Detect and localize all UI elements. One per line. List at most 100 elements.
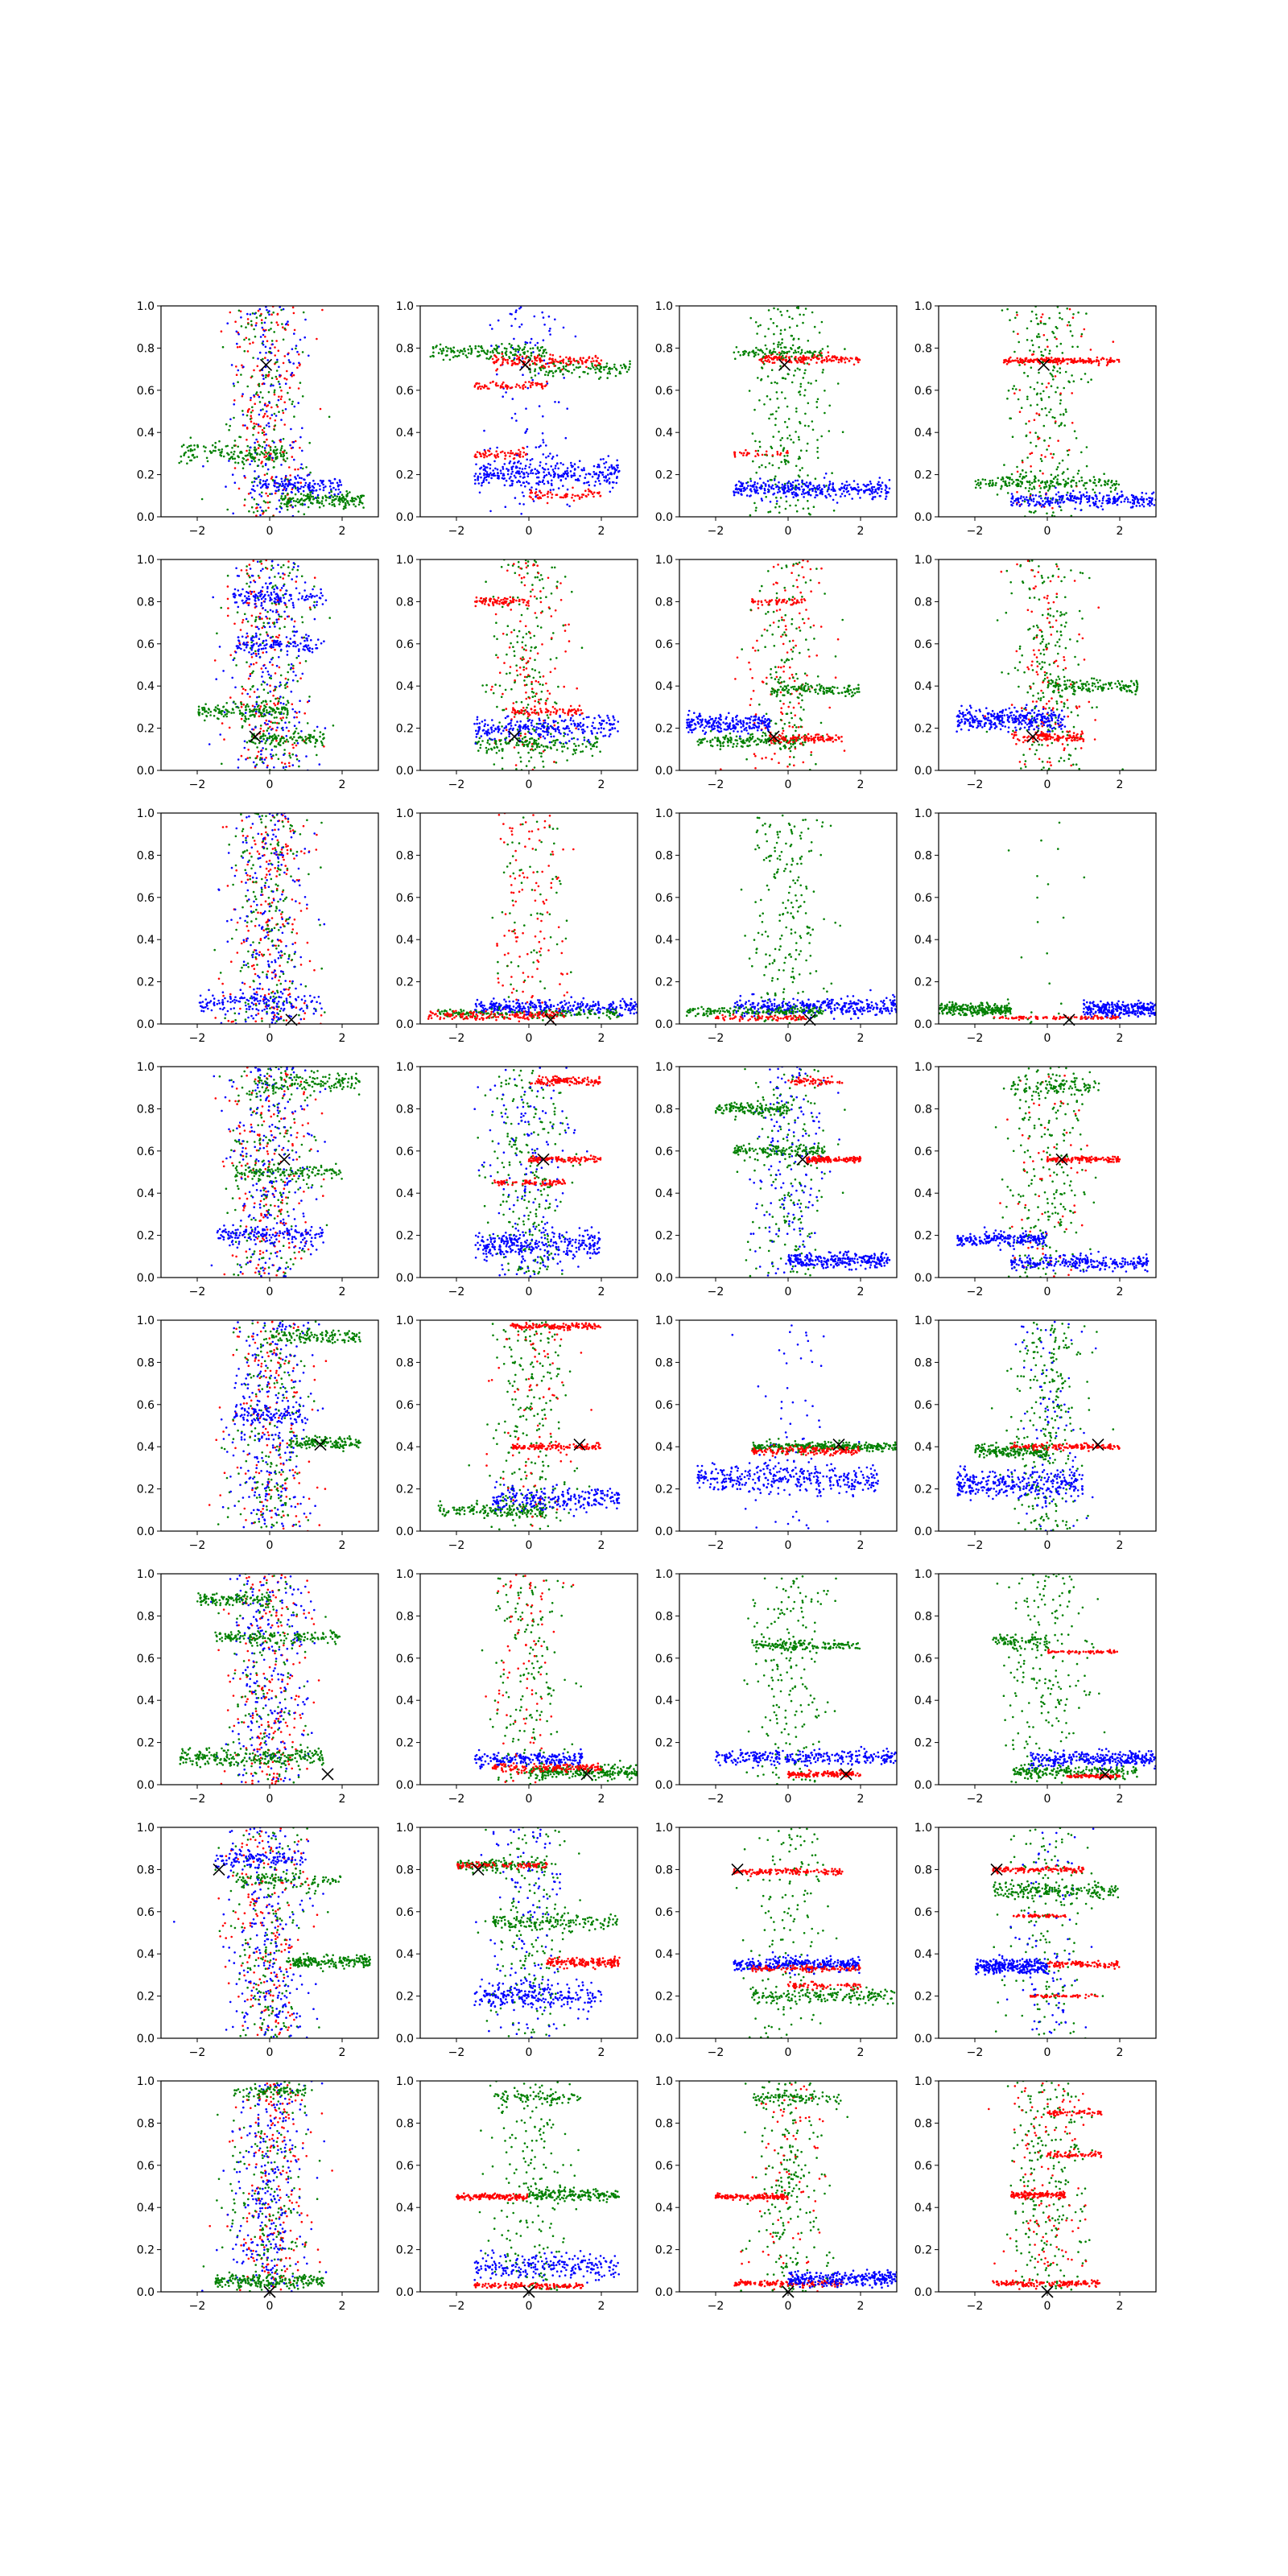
scatter-point	[525, 407, 527, 411]
scatter-point	[1012, 481, 1015, 483]
scatter-point	[523, 351, 526, 353]
scatter-point	[269, 725, 271, 729]
scatter-point	[196, 446, 199, 448]
scatter-point	[1044, 407, 1046, 410]
scatter-point	[1018, 341, 1020, 344]
scatter-point	[1085, 312, 1088, 315]
scatter-point	[565, 495, 568, 498]
scatter-point	[478, 385, 481, 388]
scatter-point	[192, 454, 194, 457]
scatter-point	[258, 741, 261, 745]
scatter-point	[780, 314, 783, 316]
scatter-point	[1088, 360, 1092, 362]
scatter-point	[581, 362, 584, 365]
scatter-point	[269, 625, 271, 628]
scatter-point	[257, 309, 260, 312]
scatter-point	[543, 469, 547, 471]
scatter-point	[266, 452, 269, 455]
scatter-point	[446, 349, 448, 353]
scatter-point	[548, 329, 551, 332]
scatter-point	[316, 604, 318, 606]
scatter-point	[493, 455, 497, 458]
scatter-point	[317, 638, 320, 641]
subplot-r1-c4: −2 0 20.00.20.40.60.81.0	[914, 300, 1157, 538]
scatter-point	[251, 728, 254, 731]
scatter-point	[581, 469, 584, 472]
scatter-point	[252, 644, 254, 646]
scatter-point	[242, 687, 245, 690]
scatter-point	[252, 670, 254, 673]
scatter-point	[794, 357, 797, 361]
scatter-point	[737, 492, 740, 494]
scatter-point	[180, 460, 183, 463]
scatter-point	[306, 639, 309, 642]
scatter-point	[750, 490, 753, 493]
scatter-point	[530, 469, 533, 473]
scatter-point	[213, 659, 217, 662]
scatter-point	[256, 688, 259, 691]
scatter-point	[1115, 480, 1117, 483]
scatter-point	[316, 493, 320, 497]
scatter-point	[755, 489, 758, 492]
scatter-point	[1056, 478, 1059, 481]
scatter-point	[840, 360, 843, 363]
scatter-point	[254, 712, 258, 715]
scatter-point	[509, 386, 512, 390]
scatter-point	[832, 498, 835, 502]
scatter-point	[1016, 478, 1019, 481]
scatter-point	[259, 727, 262, 730]
scatter-point	[482, 481, 485, 483]
scatter-point	[564, 365, 568, 368]
scatter-point	[259, 409, 262, 411]
scatter-point	[574, 468, 576, 471]
scatter-point	[254, 714, 256, 716]
scatter-point	[492, 351, 494, 354]
scatter-point	[542, 439, 544, 441]
scatter-point	[1044, 483, 1047, 485]
scatter-point	[1034, 480, 1037, 483]
scatter-point	[1042, 323, 1046, 325]
scatter-point	[287, 701, 290, 704]
scatter-point	[516, 354, 518, 357]
scatter-point	[510, 479, 513, 482]
scatter-point	[291, 371, 294, 374]
scatter-point	[258, 475, 260, 477]
scatter-point	[754, 509, 758, 512]
scatter-point	[242, 461, 244, 464]
scatter-point	[517, 357, 520, 360]
scatter-point	[530, 486, 533, 489]
scatter-point	[1025, 423, 1027, 425]
scatter-point	[869, 493, 871, 496]
scatter-point	[261, 431, 264, 435]
scatter-point	[208, 743, 211, 745]
scatter-point	[273, 737, 276, 740]
scatter-point	[551, 479, 553, 482]
scatter-point	[308, 441, 312, 444]
scatter-point	[820, 435, 823, 438]
scatter-point	[502, 468, 505, 470]
scatter-point	[248, 724, 251, 726]
scatter-point	[799, 488, 801, 491]
scatter-point	[229, 457, 232, 460]
scatter-point	[256, 440, 259, 444]
scatter-point	[361, 502, 364, 505]
scatter-point	[537, 382, 539, 386]
scatter-point	[269, 690, 272, 693]
scatter-point	[291, 708, 295, 711]
scatter-point	[429, 355, 432, 358]
scatter-point	[1075, 501, 1077, 504]
scatter-point	[294, 730, 297, 733]
scatter-point	[475, 463, 477, 466]
scatter-point	[1049, 372, 1052, 375]
scatter-point	[778, 481, 780, 484]
scatter-point	[258, 696, 261, 698]
scatter-point	[773, 332, 775, 336]
scatter-point	[301, 502, 304, 505]
scatter-point	[572, 486, 574, 489]
scatter-point	[493, 474, 497, 477]
scatter-point	[202, 464, 204, 468]
scatter-point	[250, 496, 254, 499]
scatter-point	[483, 429, 485, 432]
scatter-point	[735, 491, 737, 493]
scatter-point	[497, 477, 499, 480]
